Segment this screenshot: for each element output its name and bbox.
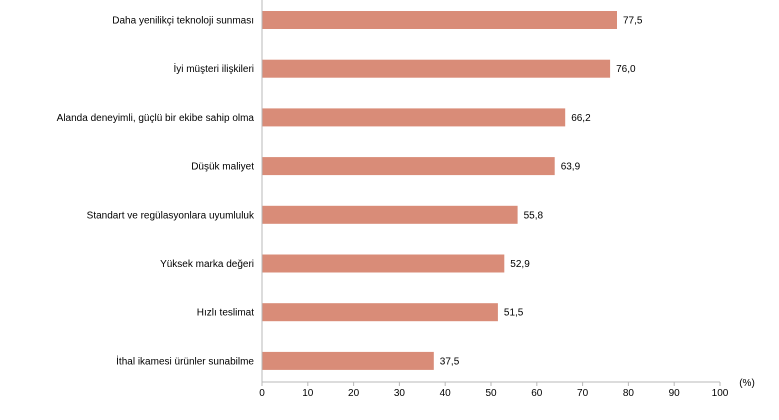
category-label: Alanda deneyimli, güçlü bir ekibe sahip … [57,113,255,124]
x-tick-label: 80 [623,388,635,399]
bar [262,157,555,176]
data-label: 77,5 [623,16,643,27]
bar [262,59,611,78]
category-label: Düşük maliyet [191,162,254,173]
category-label: İyi müşteri ilişkileri [173,62,254,75]
x-tick-label: 20 [348,388,360,399]
category-labels: Daha yenilikçi teknoloji sunması İyi müşt… [57,16,255,368]
bars-group [262,11,617,370]
bar [262,351,434,370]
x-tick-label: 10 [302,388,314,399]
x-tick-label: 60 [531,388,543,399]
bar [262,303,498,322]
category-label: Daha yenilikçi teknoloji sunması [112,16,254,27]
x-tick-label: 90 [669,388,681,399]
data-label: 55,8 [524,210,544,221]
bar [262,254,505,273]
data-label: 51,5 [504,308,524,319]
value-labels: 77,5 76,0 66,2 63,9 55,8 52,9 51,5 37,5 [440,16,643,368]
data-label: 52,9 [510,259,530,270]
x-tick-label: 70 [577,388,589,399]
x-tick-label: 30 [394,388,406,399]
bar [262,11,617,29]
x-axis-unit-label: (%) [739,378,755,389]
x-tick-label: 50 [485,388,497,399]
x-tick-label: 100 [712,388,729,399]
x-tick-label: 40 [440,388,452,399]
bar [262,205,518,224]
category-label: Hızlı teslimat [197,308,254,319]
category-label: Standart ve regülasyonlara uyumluluk [87,210,255,221]
data-label: 37,5 [440,356,460,367]
bar [262,108,566,127]
data-label: 63,9 [561,162,581,173]
data-label: 76,0 [616,64,636,75]
x-tick-label: 0 [259,388,265,399]
x-axis-ticks: 0 10 20 30 40 50 60 70 80 90 100 [259,382,729,399]
category-label: Yüksek marka değeri [160,259,254,270]
data-label: 66,2 [571,113,591,124]
category-label: İthal ikamesi ürünler sunabilme [116,354,254,367]
